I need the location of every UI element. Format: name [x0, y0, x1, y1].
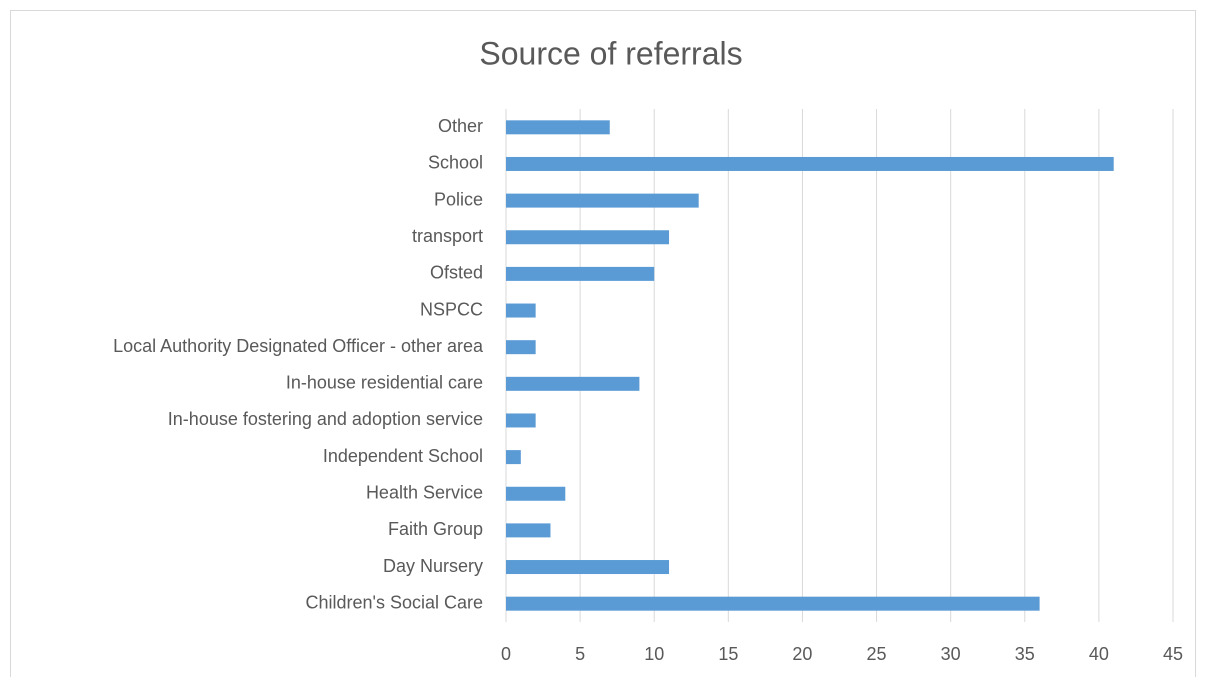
bar — [506, 450, 521, 465]
y-tick-label: Health Service — [366, 483, 483, 503]
x-tick-label: 35 — [1015, 644, 1035, 664]
x-tick-label: 10 — [644, 644, 664, 664]
y-tick-label: In-house residential care — [286, 373, 483, 393]
x-tick-label: 15 — [718, 644, 738, 664]
bar — [506, 596, 1040, 611]
chart-border — [10, 10, 1196, 677]
y-tick-label: In-house fostering and adoption service — [168, 409, 483, 429]
bar — [506, 560, 670, 575]
chart-title: Source of referrals — [479, 35, 742, 71]
y-tick-label: Children's Social Care — [305, 592, 483, 612]
x-tick-label: 45 — [1163, 644, 1183, 664]
bar — [506, 340, 536, 355]
x-tick-label: 5 — [575, 644, 585, 664]
y-tick-label: Local Authority Designated Officer - oth… — [113, 336, 484, 356]
bar — [506, 376, 640, 391]
y-tick-label: Faith Group — [388, 519, 483, 539]
y-tick-label: Ofsted — [430, 263, 483, 283]
x-tick-label: 25 — [867, 644, 887, 664]
x-tick-label: 20 — [792, 644, 812, 664]
bar — [506, 523, 551, 538]
bar — [506, 230, 670, 245]
bar — [506, 156, 1114, 171]
bar — [506, 120, 610, 135]
bar — [506, 486, 566, 501]
y-tick-label: NSPCC — [420, 299, 483, 319]
bar — [506, 413, 536, 428]
x-tick-label: 40 — [1089, 644, 1109, 664]
bar — [506, 303, 536, 318]
x-tick-label: 30 — [941, 644, 961, 664]
y-tick-label: Day Nursery — [383, 556, 483, 576]
y-tick-label: School — [428, 153, 483, 173]
y-tick-label: Other — [438, 116, 483, 136]
bar — [506, 193, 699, 208]
y-tick-label: transport — [412, 226, 483, 246]
bar — [506, 266, 655, 281]
y-tick-label: Independent School — [323, 446, 483, 466]
y-tick-label: Police — [434, 189, 483, 209]
x-tick-label: 0 — [501, 644, 511, 664]
